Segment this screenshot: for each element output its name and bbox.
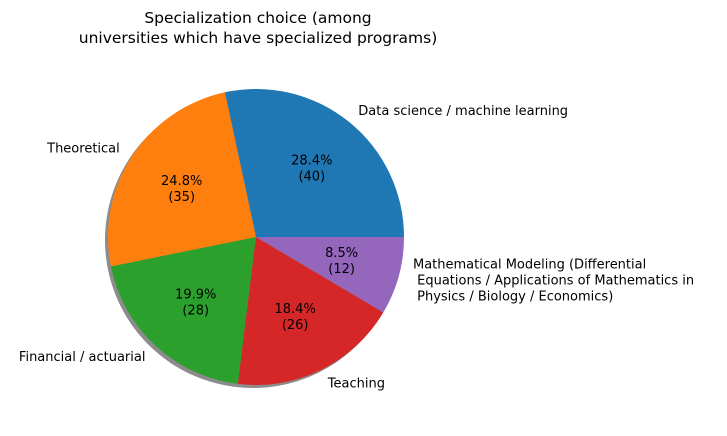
slice-category-labels: Data science / machine learning Theoretic…	[19, 104, 694, 392]
slice-value-label: 24.8% (35)	[161, 174, 202, 205]
slice-value-label: 28.4% (40)	[291, 153, 332, 184]
slice-value-label: 8.5% (12)	[325, 246, 358, 277]
pie-slice	[256, 237, 404, 313]
pie-slice	[224, 88, 404, 237]
slice-category-label: Theoretical	[46, 141, 120, 156]
pie-slice	[108, 92, 256, 267]
slice-value-label: 19.9% (28)	[175, 288, 216, 319]
slice-value-labels: 28.4% (40) 24.8% (35) 19.9% (28) 18.4% (26) 8.5%…	[161, 153, 358, 333]
pie-slices	[108, 88, 404, 385]
chart-title-text: Specialization choice (among universities…	[79, 9, 438, 47]
slice-category-label: Financial / actuarial	[19, 350, 146, 365]
slice-category-label: Teaching	[327, 377, 385, 392]
pie-slice	[237, 237, 384, 385]
slice-value-label: 18.4% (26)	[275, 302, 316, 333]
slice-category-label: Data science / machine learning	[358, 104, 568, 119]
chart-title: Specialization choice (among universities…	[79, 9, 438, 47]
slice-category-label: Mathematical Modeling (Differential Equa…	[413, 258, 694, 305]
pie-slice	[110, 237, 256, 384]
